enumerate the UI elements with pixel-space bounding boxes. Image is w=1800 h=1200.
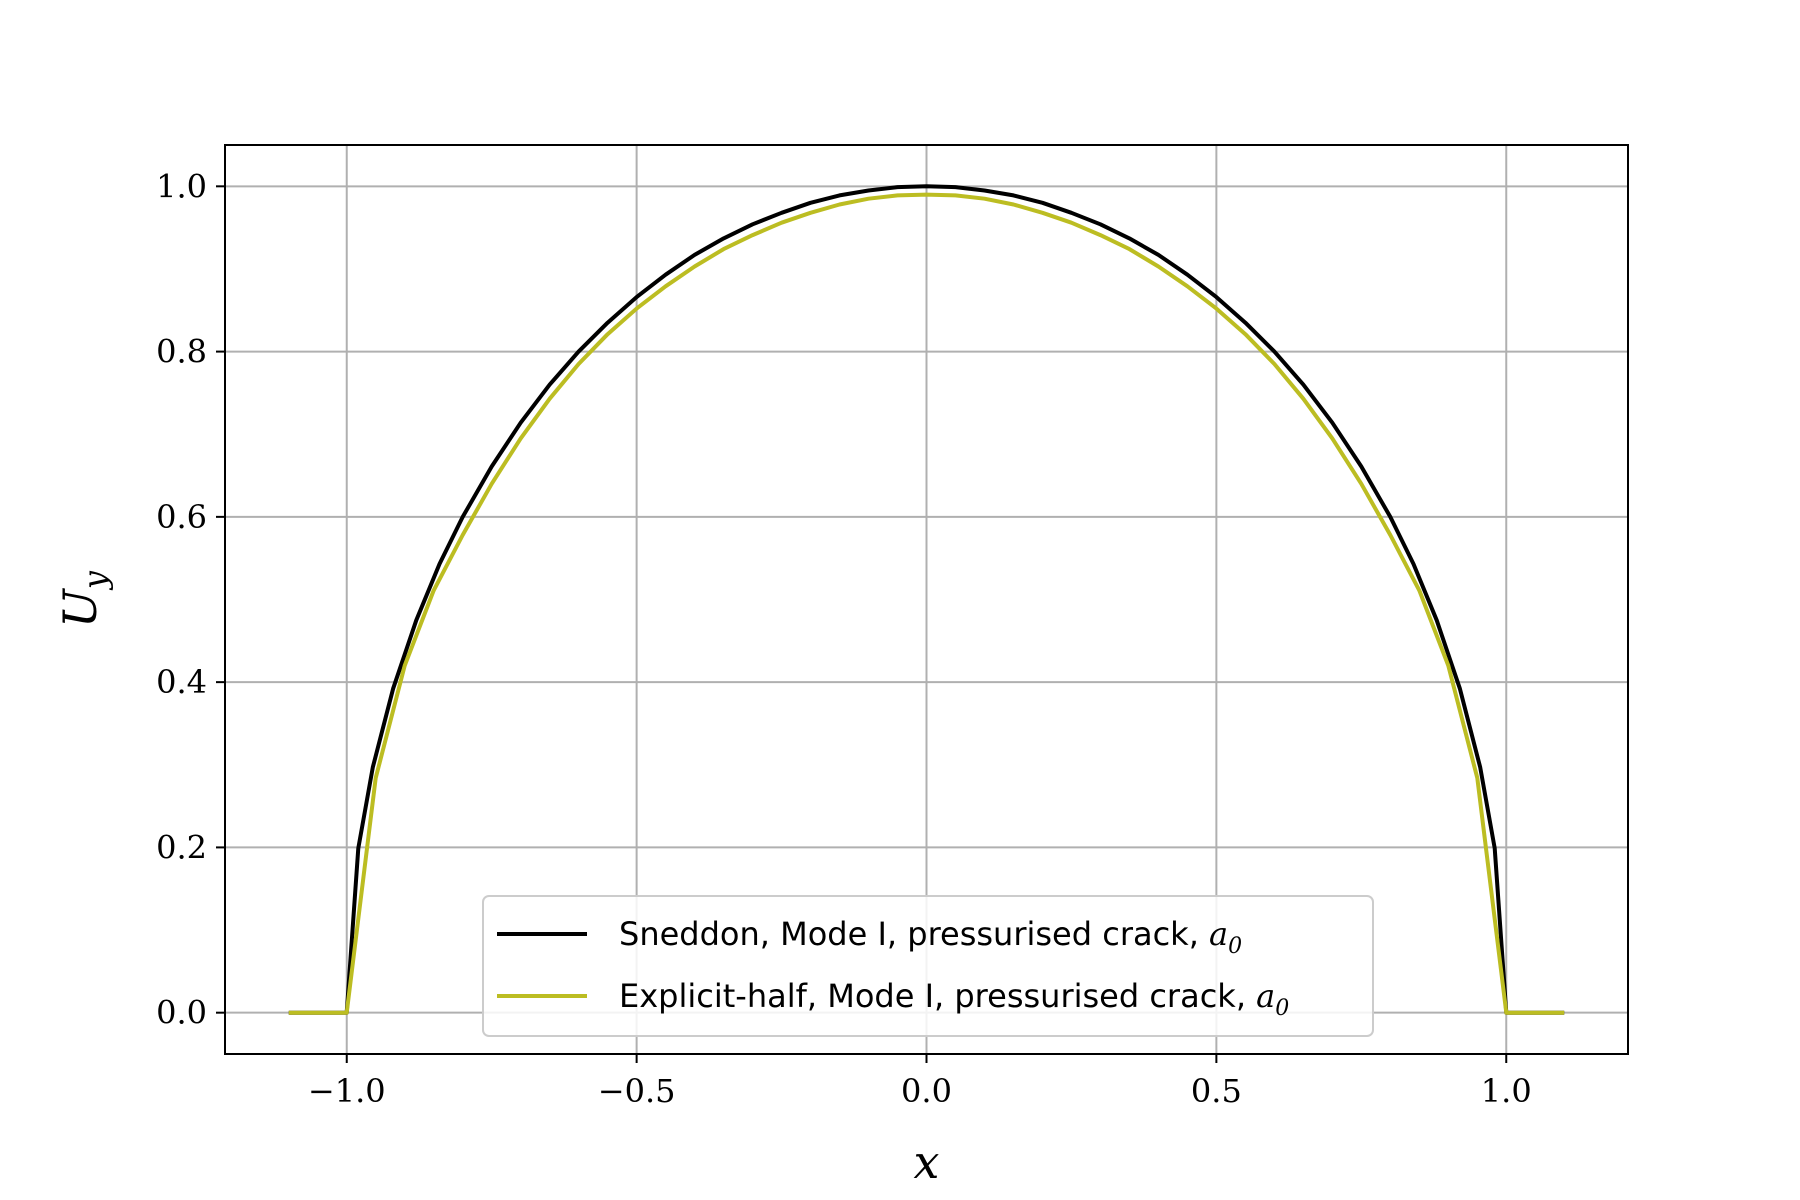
x-tick-label: −1.0 xyxy=(308,1072,386,1110)
y-axis-label-subscript: y xyxy=(76,570,114,591)
y-axis-label-main: U xyxy=(53,587,107,628)
legend-entry-text: Explicit-half, Mode I, pressurised crack… xyxy=(619,977,1256,1015)
series-line-2 xyxy=(288,192,1565,1015)
y-axis-label: Uy xyxy=(53,570,114,628)
legend-entry-subscript: 0 xyxy=(1275,996,1289,1021)
x-axis-label: x xyxy=(914,1135,940,1189)
y-tick-label: 1.0 xyxy=(156,167,207,205)
ticks: −1.0 −0.5 0.0 0.5 1.0 0.0 0.2 0.4 0.6 0.8 1.0 xyxy=(156,167,1532,1110)
legend-entry-text: Sneddon, Mode I, pressurised crack, xyxy=(619,915,1209,953)
y-tick-label: 0.8 xyxy=(156,333,207,371)
legend: Sneddon, Mode I, pressurised crack, a0Ex… xyxy=(482,895,1374,1037)
y-tick-label: 0.2 xyxy=(156,828,207,866)
y-tick-label: 0.6 xyxy=(156,498,207,536)
legend-box xyxy=(482,895,1374,1037)
legend-entry-2: Explicit-half, Mode I, pressurised crack… xyxy=(619,977,1289,1021)
series-line-1 xyxy=(288,184,1565,1015)
legend-entry-symbol: a xyxy=(1209,915,1228,953)
x-tick-label: 0.0 xyxy=(901,1072,952,1110)
legend-entry-subscript: 0 xyxy=(1228,934,1242,959)
y-tick-label: 0.0 xyxy=(156,994,207,1032)
y-tick-label: 0.4 xyxy=(156,663,207,701)
legend-entry-1: Sneddon, Mode I, pressurised crack, a0 xyxy=(619,915,1242,959)
x-tick-label: 1.0 xyxy=(1481,1072,1532,1110)
series-layer xyxy=(288,184,1565,1015)
legend-entry-symbol: a xyxy=(1256,977,1275,1015)
x-tick-label: 0.5 xyxy=(1191,1072,1242,1110)
x-tick-label: −0.5 xyxy=(598,1072,676,1110)
